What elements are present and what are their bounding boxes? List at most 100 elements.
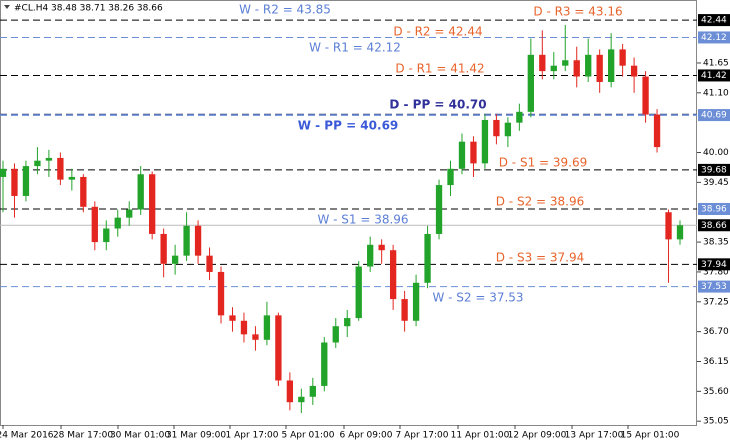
level-label: W - R1 = 42.12 xyxy=(309,41,401,55)
x-tick-label: 12 Apr 09:00 xyxy=(508,431,567,441)
price-tag-label: 38.66 xyxy=(701,221,727,231)
y-tick-label: 41.65 xyxy=(703,58,729,68)
candle-body xyxy=(504,122,512,137)
chart-title: #CL.H4 38.48 38.71 38.26 38.66 xyxy=(14,4,163,14)
candle-body xyxy=(676,225,684,240)
y-tick-label: 35.05 xyxy=(703,417,729,427)
candle-body xyxy=(240,320,248,335)
candle-body xyxy=(126,209,133,218)
price-tag xyxy=(698,14,730,27)
candle-body xyxy=(309,385,316,397)
x-tick-label: 30 Mar 01:00 xyxy=(110,431,170,441)
candle-body xyxy=(332,326,339,343)
x-tick-label: 11 Apr 01:00 xyxy=(451,431,510,441)
candle-body xyxy=(183,225,190,256)
y-tick-label: 39.45 xyxy=(703,178,729,188)
price-tag-label: 42.12 xyxy=(701,33,727,43)
candle-body xyxy=(573,60,580,77)
level-label: W - R2 = 43.85 xyxy=(239,3,331,17)
level-label: W - S1 = 38.96 xyxy=(317,213,408,227)
candle-body xyxy=(596,54,603,82)
candle-body xyxy=(642,76,649,115)
candle-body xyxy=(493,119,500,137)
candle-body xyxy=(298,396,305,403)
candle-body xyxy=(412,282,420,321)
y-tick-label: 36.15 xyxy=(703,357,729,367)
candle-body xyxy=(539,54,546,72)
x-tick-label: 5 Apr 01:00 xyxy=(282,431,335,441)
price-tag-label: 39.68 xyxy=(701,165,727,175)
candle-body xyxy=(481,119,489,164)
level-label: W - PP = 40.69 xyxy=(298,119,399,133)
x-tick-label: 7 Apr 17:00 xyxy=(396,431,449,441)
price-tag-label: 37.94 xyxy=(701,260,727,270)
candle-body xyxy=(160,233,167,264)
y-tick-label: 38.35 xyxy=(703,238,729,248)
candle-body xyxy=(321,342,328,386)
candle-body xyxy=(57,157,64,180)
candle-body xyxy=(516,111,523,123)
plot-frame xyxy=(0,0,697,426)
x-tick-label: 1 Apr 17:00 xyxy=(226,431,279,441)
x-tick-label: 24 Mar 2016 xyxy=(0,431,54,441)
candle-body xyxy=(355,266,362,319)
candle-body xyxy=(378,244,385,251)
price-tag xyxy=(698,31,730,44)
symbol-icon xyxy=(4,5,10,9)
price-tag xyxy=(698,69,730,82)
candle-body xyxy=(171,255,179,264)
candle-body xyxy=(550,65,557,72)
level-label: D - R3 = 43.16 xyxy=(533,5,622,19)
level-label: D - S1 = 39.69 xyxy=(499,156,588,170)
price-tag xyxy=(698,280,730,293)
candle-body xyxy=(80,176,87,207)
price-tag-label: 40.69 xyxy=(701,111,727,121)
level-label: D - S2 = 38.96 xyxy=(496,195,585,209)
candle-body xyxy=(22,166,30,196)
price-tag-label: 42.44 xyxy=(701,16,727,26)
candle-body xyxy=(34,160,41,167)
candle-body xyxy=(137,174,144,210)
level-label: D - R1 = 41.42 xyxy=(395,62,484,76)
candle-body xyxy=(424,233,431,283)
candle-body xyxy=(217,271,225,316)
x-tick-label: 15 Apr 01:00 xyxy=(621,431,680,441)
candle-body xyxy=(206,255,213,272)
candle-body xyxy=(263,315,271,340)
price-tag xyxy=(698,163,730,176)
candle-body xyxy=(653,114,661,148)
candle-body xyxy=(401,299,408,321)
y-tick-label: 37.80 xyxy=(703,267,729,277)
y-tick-label: 37.25 xyxy=(703,297,729,307)
candle-body xyxy=(68,176,76,180)
candle-body xyxy=(275,315,282,381)
level-label: D - R2 = 42.44 xyxy=(393,25,482,39)
y-tick-label: 41.10 xyxy=(703,88,729,98)
candle-body xyxy=(367,244,374,267)
candle-body xyxy=(458,141,466,169)
candle-body xyxy=(149,174,156,234)
candle-body xyxy=(562,60,569,66)
level-label: D - S3 = 37.94 xyxy=(496,251,585,265)
candle-body xyxy=(45,157,53,161)
y-tick-label: 36.70 xyxy=(703,327,729,337)
candle-body xyxy=(665,212,672,240)
candle-body xyxy=(527,54,534,112)
y-tick-label: 35.60 xyxy=(703,387,729,397)
level-label: D - PP = 40.70 xyxy=(389,98,486,112)
price-tag xyxy=(698,258,730,271)
candle-body xyxy=(344,318,351,327)
price-tag-label: 37.53 xyxy=(701,282,727,292)
y-tick-label: 40.00 xyxy=(703,148,729,158)
candle-body xyxy=(585,54,592,77)
level-label: W - S2 = 37.53 xyxy=(432,291,523,305)
candle-body xyxy=(630,65,638,77)
candle-body xyxy=(91,206,98,243)
candle-body xyxy=(286,380,294,403)
candle-body xyxy=(252,334,259,340)
candle-body xyxy=(607,49,615,82)
price-tag xyxy=(698,202,730,215)
price-tag xyxy=(698,109,730,122)
candle-body xyxy=(103,228,110,243)
candle-body xyxy=(470,141,477,164)
